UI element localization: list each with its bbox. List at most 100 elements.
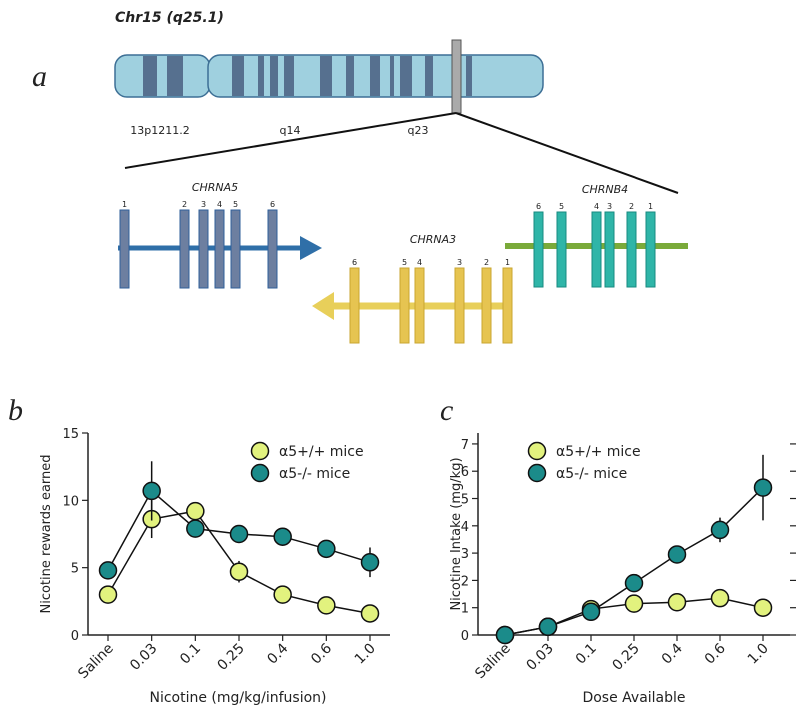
exon-number: 6 xyxy=(536,202,541,211)
x-tick-label: 0.6 xyxy=(308,640,335,667)
y-tick-label: 7 xyxy=(461,438,469,453)
data-point xyxy=(753,598,773,617)
data-point xyxy=(142,481,161,501)
y-tick-label: 2 xyxy=(461,574,469,589)
exon xyxy=(414,267,425,344)
data-point xyxy=(98,561,118,580)
x-tick-label: 0.25 xyxy=(214,641,247,674)
band-label: q14 xyxy=(280,124,301,137)
x-tick-label: 1.0 xyxy=(352,641,379,668)
exon-number: 1 xyxy=(648,202,653,211)
y-tick-label: 1 xyxy=(461,602,469,617)
legend-marker xyxy=(527,441,547,461)
exon-number: 3 xyxy=(607,202,612,211)
chromosome-title: Chr15 (q25.1) xyxy=(115,10,224,26)
gene-name: CHRNB4 xyxy=(582,183,628,196)
x-tick-label: Saline xyxy=(472,641,514,683)
exon xyxy=(604,211,615,288)
y-tick-label: 4 xyxy=(461,520,469,535)
legend-label: α5-/- mice xyxy=(279,466,350,482)
exon xyxy=(267,209,278,289)
data-point xyxy=(98,585,118,604)
data-point xyxy=(581,602,601,622)
exon xyxy=(481,267,492,344)
data-point xyxy=(317,596,336,615)
data-point xyxy=(360,553,380,572)
exon xyxy=(119,209,130,289)
gene-name: CHRNA5 xyxy=(192,181,238,194)
exon xyxy=(349,267,360,344)
data-point xyxy=(273,585,292,604)
x-tick-label: 0.1 xyxy=(177,641,204,668)
exon-number: 5 xyxy=(559,202,564,211)
band-label: 13p1211.2 xyxy=(130,124,189,137)
legend-marker xyxy=(250,463,270,483)
x-tick-label: 1.0 xyxy=(745,641,772,668)
data-point xyxy=(229,562,249,581)
legend-marker xyxy=(527,463,547,483)
x-tick-label: 0.6 xyxy=(702,640,729,667)
y-tick-label: 0 xyxy=(71,629,79,644)
exon-number: 6 xyxy=(270,200,275,209)
data-point xyxy=(360,604,380,623)
data-point xyxy=(710,588,730,608)
exon xyxy=(556,211,567,288)
exon-number: 4 xyxy=(217,200,222,209)
x-tick-label: Saline xyxy=(75,641,117,683)
y-tick-label: 3 xyxy=(461,547,469,562)
exon xyxy=(230,209,241,289)
exon-number: 2 xyxy=(484,258,489,267)
data-point xyxy=(624,573,644,593)
gene-name: CHRNA3 xyxy=(410,233,456,246)
x-tick-label: 0.1 xyxy=(573,641,600,668)
exon xyxy=(198,209,209,289)
exon xyxy=(645,211,656,288)
exon-number: 3 xyxy=(201,200,206,209)
x-tick-label: 0.03 xyxy=(523,641,556,674)
chromosome xyxy=(114,39,679,194)
panel-label: b xyxy=(8,394,23,427)
data-point xyxy=(667,592,687,612)
y-tick-label: 5 xyxy=(461,493,469,508)
x-tick-label: 0.03 xyxy=(127,641,160,674)
exon xyxy=(626,211,637,288)
series-line xyxy=(504,487,764,636)
exon xyxy=(502,267,513,344)
data-point xyxy=(273,527,292,546)
exon xyxy=(179,209,190,289)
exon-number: 4 xyxy=(417,258,422,267)
exon-number: 3 xyxy=(457,258,462,267)
data-point xyxy=(495,625,515,645)
y-tick-label: 6 xyxy=(461,465,469,480)
band-label: q23 xyxy=(408,124,429,137)
y-tick-label: 15 xyxy=(62,427,79,442)
exon xyxy=(214,209,225,289)
exon xyxy=(454,267,465,344)
y-axis-label: Nicotine Intake (mg/kg) xyxy=(449,457,464,610)
data-point xyxy=(229,524,249,544)
exon-number: 1 xyxy=(122,200,127,209)
data-point xyxy=(538,617,558,637)
legend-marker xyxy=(250,441,270,461)
exon-number: 1 xyxy=(505,258,510,267)
exon xyxy=(399,267,410,344)
y-tick-label: 10 xyxy=(62,494,79,509)
x-tick-label: 0.25 xyxy=(609,641,642,674)
exon-number: 4 xyxy=(594,202,599,211)
exon-number: 2 xyxy=(629,202,634,211)
exon-number: 6 xyxy=(352,258,357,267)
legend-label: α5-/- mice xyxy=(556,466,627,482)
x-axis-label: Dose Available xyxy=(582,690,685,706)
x-tick-label: 0.4 xyxy=(264,640,291,667)
y-tick-label: 0 xyxy=(461,629,469,644)
panel-label: a xyxy=(32,60,47,93)
exon xyxy=(533,211,544,288)
x-tick-label: 0.4 xyxy=(659,640,686,667)
legend-label: α5+/+ mice xyxy=(556,444,641,460)
exon-number: 5 xyxy=(233,200,238,209)
data-point xyxy=(317,539,336,559)
data-point xyxy=(753,478,773,497)
data-point xyxy=(624,594,644,613)
exon xyxy=(591,211,602,288)
